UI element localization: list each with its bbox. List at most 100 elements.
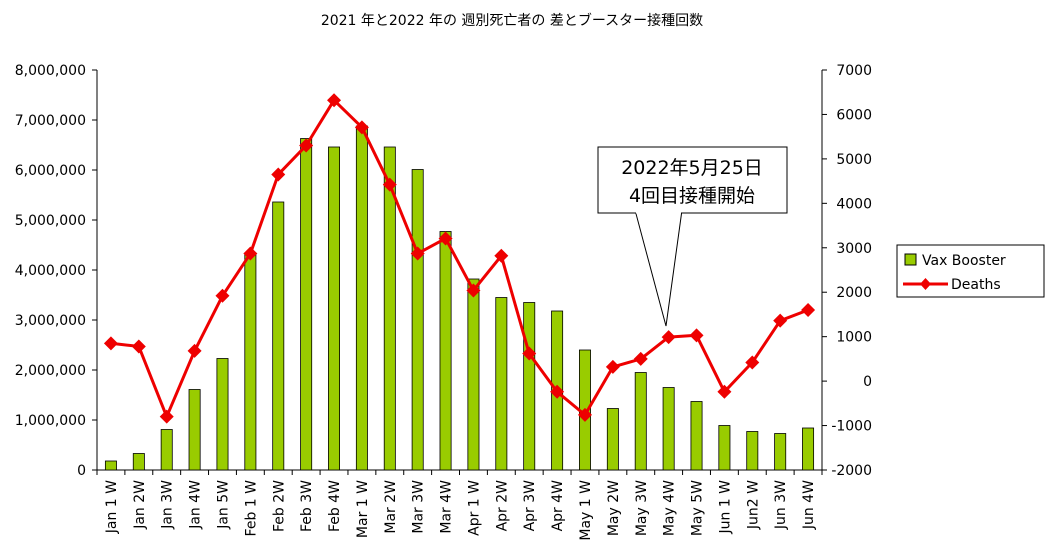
deaths-point [801,303,816,317]
deaths-point [131,339,146,354]
right-tick-label: -2000 [831,463,872,479]
deaths-point [466,283,481,298]
x-tick-label: Mar 3W [411,480,427,534]
deaths-point [522,346,537,361]
right-tick-label: 1000 [836,330,872,346]
bar-vax-booster [718,425,731,471]
left-tick-label: 1,000,000 [15,413,86,429]
bar-vax-booster [244,253,257,471]
deaths-point [633,351,648,366]
x-tick-label: Feb 3W [299,480,315,532]
bar-vax-booster [132,453,145,471]
deaths-point [577,407,592,422]
right-y-axis-ticks: -2000 -1000 0 1000 2000 3000 4000 5000 6000 7000 [822,63,872,479]
bar-vax-booster [188,389,201,471]
bar-vax-booster [746,431,759,471]
callout-box [597,146,788,214]
bar-vax-booster [523,302,536,471]
deaths-point [271,167,286,182]
deaths-point [689,328,704,343]
right-tick-label: 3000 [836,241,872,257]
x-axis-ticks: Jan 1 W Jan 2W Jan 3W Jan 4W Jan 5W Feb 1 W Fe… [96,470,823,541]
deaths-point [159,409,174,424]
left-tick-label: 2,000,000 [15,363,86,379]
x-tick-label: Jun 4W [801,480,817,530]
left-tick-label: 5,000,000 [15,213,86,229]
deaths-point [299,138,314,153]
bar-vax-booster [439,231,452,471]
right-tick-label: 7000 [836,63,872,79]
bar-vax-booster [383,146,396,471]
x-tick-label: Jan 3W [160,480,176,530]
bar-vax-booster [774,433,787,471]
x-tick-label: Feb 4W [327,480,343,532]
deaths-point [354,120,369,135]
legend-swatch-deaths-marker [920,278,931,290]
deaths-point [187,343,202,358]
left-tick-label: 6,000,000 [15,163,86,179]
bar-vax-booster [411,169,424,471]
deaths-point [494,248,509,263]
chart-title: 2021 年と2022 年の 週別死亡者の 差とブースター接種回数 [321,12,703,29]
x-tick-label: Apr 2W [494,480,510,532]
left-tick-label: 3,000,000 [15,313,86,329]
x-tick-label: May 2W [606,480,622,536]
callout-pointer [634,209,683,327]
x-tick-label: Jun2 W [745,480,761,530]
deaths-point [605,359,620,374]
legend-label-deaths: Deaths [951,277,1001,293]
x-tick-label: Apr 4W [550,480,566,532]
right-tick-label: 2000 [836,285,872,301]
x-tick-label: May 5W [690,480,706,536]
deaths-point [773,313,788,328]
right-tick-label: 5000 [836,152,872,168]
bar-vax-booster [300,138,313,471]
left-y-axis-ticks: 0 1,000,000 2,000,000 3,000,000 4,000,000 5,0… [15,63,97,479]
left-tick-label: 0 [77,463,86,479]
left-tick-label: 7,000,000 [15,113,86,129]
callout-line-1: 2022年5月25日 [621,157,763,179]
deaths-point [410,246,425,261]
x-tick-label: Jun 1 W [717,480,733,535]
deaths-point [327,93,342,108]
bar-vax-booster [690,401,703,471]
x-tick-label: Jun 3W [773,480,789,530]
x-tick-label: May 3W [634,480,650,536]
deaths-point [103,336,118,351]
left-tick-label: 8,000,000 [15,63,86,79]
deaths-point [382,177,397,192]
legend-label-booster: Vax Booster [922,253,1006,269]
x-tick-label: Mar 4W [439,480,455,534]
bar-vax-booster [606,408,619,471]
callout-line-2: 4回目接種開始 [629,185,755,207]
bar-vax-booster [328,146,340,471]
deaths-point [550,384,565,399]
bar-vax-booster [662,387,675,471]
right-tick-label: -1000 [831,419,872,435]
legend-swatch-booster [904,253,917,266]
right-tick-label: 4000 [836,196,872,212]
x-tick-label: Apr 3W [522,480,538,532]
legend: Vax Booster Deaths [896,244,1045,298]
bar-vax-booster [495,297,508,471]
bar-vax-booster [104,460,117,471]
bar-vax-booster [160,429,173,471]
annotation-callout: 2022年5月25日 4回目接種開始 [597,146,788,327]
deaths-point [438,231,453,246]
right-tick-label: 6000 [836,107,872,123]
left-tick-label: 4,000,000 [15,263,86,279]
x-tick-label: Mar 1 W [355,480,371,538]
deaths-line-series [103,93,816,424]
deaths-point [661,330,676,345]
x-tick-label: May 4W [662,480,678,536]
right-tick-label: 0 [863,374,872,390]
x-tick-label: Apr 1 W [466,480,482,536]
bar-vax-booster [355,125,368,471]
bar-vax-booster [802,427,815,471]
x-tick-label: Feb 2W [271,480,287,532]
deaths-point [717,384,732,399]
bar-vax-booster [467,278,480,471]
deaths-point [215,288,230,303]
x-tick-label: Mar 2W [383,480,399,534]
